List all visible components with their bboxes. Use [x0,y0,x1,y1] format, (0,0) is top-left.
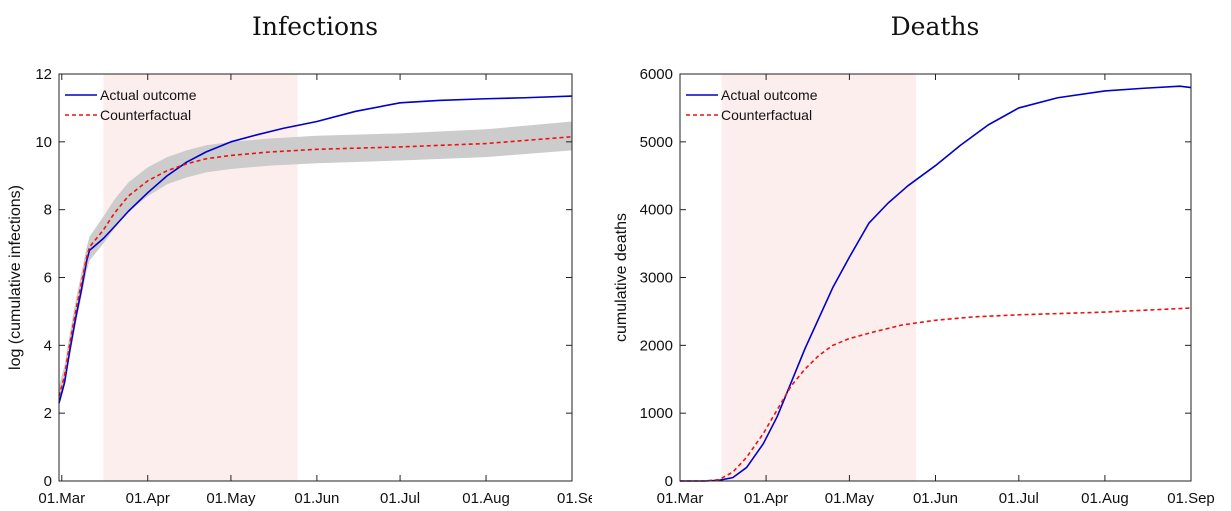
x-tick-label: 01.May [206,490,256,507]
x-tick-label: 01.Sep [557,490,605,507]
chart-title: Deaths [891,12,980,41]
y-axis-label: log (cumulative infections) [7,185,24,370]
x-tick-label: 01.May [825,490,875,507]
series-line-actual [58,95,573,404]
chart-panel-2: 0 1000 2000 3000 4000 5000 6000 01.Mar 01.Apr 01.… [640,66,1215,507]
x-tick-label: 01.Jul [999,490,1039,507]
legend-label: Counterfactual [100,107,191,123]
x-tick-label: 01.Aug [1081,490,1129,507]
y-tick-label: 0 [665,473,673,490]
x-tick-label: 01.Mar [657,490,704,507]
y-tick-label: 6000 [640,66,673,83]
x-tick-label: 01.Mar [38,490,85,507]
x-tick-label: 01.Jun [913,490,958,507]
x-tick-label: 01.Jul [380,490,420,507]
y-tick-label: 1000 [640,405,673,422]
x-tick-label: 01.Jun [294,490,339,507]
y-tick-label: 0 [44,473,52,490]
y-tick-label: 6 [44,270,52,287]
y-tick-label: 3000 [640,270,673,287]
x-tick-label: 01.Apr [744,490,788,507]
y-tick-label: 2 [44,405,52,422]
legend-label: Actual outcome [100,87,197,103]
series-line-counterfactual [58,135,573,397]
y-tick-label: 8 [44,202,52,219]
y-tick-label: 10 [35,134,52,151]
y-tick-label: 4000 [640,202,673,219]
legend: Actual outcome Counterfactual [686,87,818,123]
y-axis-label: cumulative deaths [613,213,630,342]
legend: Actual outcome Counterfactual [65,87,197,123]
series-line-actual [680,85,1192,482]
x-tick-label: 01.Sep [1167,490,1215,507]
y-tick-label: 2000 [640,337,673,354]
shaded-period [721,74,917,481]
y-tick-label: 12 [35,66,52,83]
y-tick-label: 4 [44,337,52,354]
chart-panel-1: 0 2 4 6 8 10 12 01.Mar 01.Apr 01.May 01.Jun 01.Jul 0… [35,66,605,507]
legend-label: Actual outcome [721,87,818,103]
confidence-band [59,121,572,407]
x-tick-label: 01.Apr [126,490,170,507]
legend-label: Counterfactual [721,107,812,123]
y-tick-label: 5000 [640,134,673,151]
x-tick-label: 01.Aug [462,490,510,507]
shaded-period [103,74,298,481]
chart-title: Infections [252,12,378,41]
